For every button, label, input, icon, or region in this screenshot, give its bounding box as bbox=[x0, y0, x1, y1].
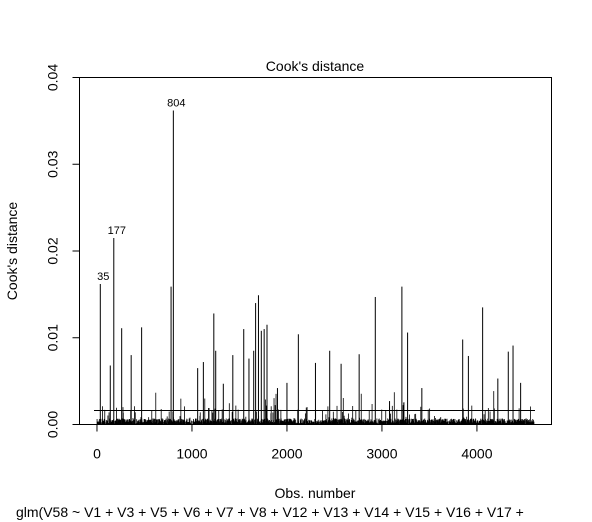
x-tick-label: 0 bbox=[93, 446, 101, 462]
y-tick-label: 0.00 bbox=[45, 411, 61, 438]
x-axis-label: Obs. number bbox=[275, 485, 356, 501]
point-label-layer: 35 177 804 bbox=[97, 97, 185, 283]
observation-label: 35 bbox=[97, 271, 109, 283]
observation-label: 804 bbox=[167, 97, 185, 109]
y-tick-label: 0.03 bbox=[45, 150, 61, 177]
x-axis: 0 1000 2000 3000 4000 bbox=[93, 424, 493, 462]
x-tick-label: 1000 bbox=[176, 446, 207, 462]
y-tick-label: 0.04 bbox=[45, 64, 61, 91]
y-axis: 0.00 0.01 0.02 0.03 0.04 bbox=[45, 64, 80, 438]
y-tick-label: 0.01 bbox=[45, 324, 61, 351]
x-tick-label: 2000 bbox=[271, 446, 302, 462]
model-formula-caption: glm(V58 ~ V1 + V3 + V5 + V6 + V7 + V8 + … bbox=[16, 504, 524, 520]
chart-title: Cook's distance bbox=[266, 58, 365, 74]
x-tick-label: 3000 bbox=[366, 446, 397, 462]
observation-label: 177 bbox=[108, 225, 126, 237]
y-axis-label: Cook's distance bbox=[4, 202, 20, 301]
spike-layer bbox=[96, 110, 535, 425]
x-tick-label: 4000 bbox=[461, 446, 492, 462]
y-tick-label: 0.02 bbox=[45, 237, 61, 264]
